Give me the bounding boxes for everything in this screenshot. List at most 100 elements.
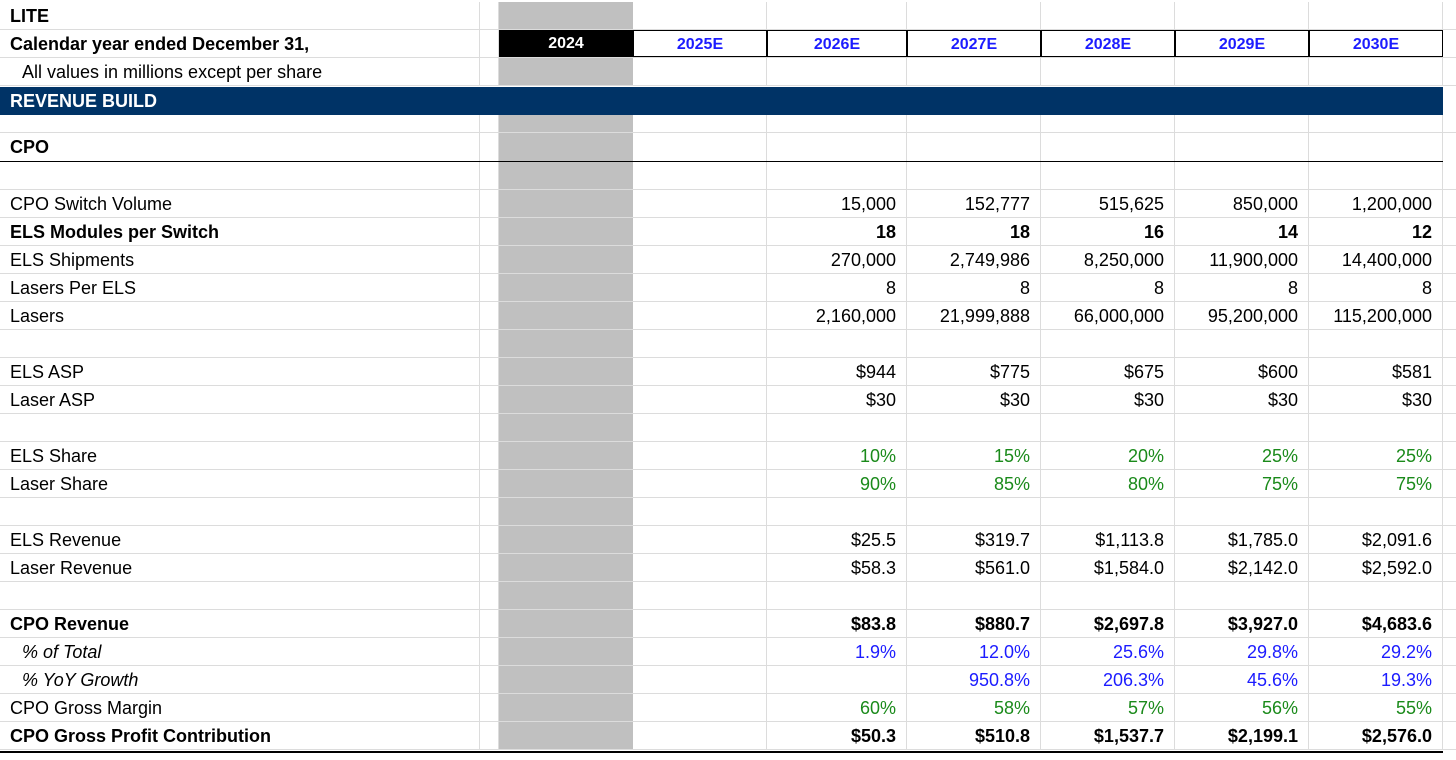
value-cell[interactable]: 25% xyxy=(1309,442,1443,469)
section-banner[interactable]: REVENUE BUILD xyxy=(0,87,1443,115)
empty-cell[interactable] xyxy=(1443,610,1456,637)
empty-cell[interactable] xyxy=(1041,2,1175,29)
value-cell[interactable]: $30 xyxy=(907,386,1041,413)
value-cell[interactable]: $30 xyxy=(1041,386,1175,413)
empty-cell[interactable] xyxy=(1309,162,1443,189)
empty-cell[interactable] xyxy=(480,498,499,525)
year-header-2027e[interactable]: 2027E xyxy=(907,30,1041,57)
empty-cell[interactable] xyxy=(1041,162,1175,189)
value-cell[interactable]: 11,900,000 xyxy=(1175,246,1309,273)
value-cell[interactable]: 58% xyxy=(907,694,1041,721)
value-cell[interactable] xyxy=(633,274,767,301)
value-cell[interactable] xyxy=(1175,414,1309,441)
shaded-cell[interactable] xyxy=(499,115,633,132)
value-cell[interactable]: 18 xyxy=(767,218,907,245)
row-label-cell[interactable] xyxy=(0,330,480,357)
value-cell[interactable] xyxy=(1309,414,1443,441)
row-label-cell[interactable]: Laser ASP xyxy=(0,386,480,413)
shaded-cell[interactable] xyxy=(499,442,633,469)
value-cell[interactable] xyxy=(1041,330,1175,357)
value-cell[interactable] xyxy=(633,218,767,245)
empty-cell[interactable] xyxy=(480,610,499,637)
value-cell[interactable] xyxy=(1175,582,1309,609)
row-label-cell[interactable]: ELS Revenue xyxy=(0,526,480,553)
value-cell[interactable] xyxy=(633,330,767,357)
value-cell[interactable] xyxy=(633,526,767,553)
empty-cell[interactable] xyxy=(1443,498,1456,525)
value-cell[interactable]: $50.3 xyxy=(767,722,907,749)
value-cell[interactable]: $2,091.6 xyxy=(1309,526,1443,553)
value-cell[interactable]: $319.7 xyxy=(907,526,1041,553)
empty-cell[interactable] xyxy=(767,58,907,85)
empty-cell[interactable] xyxy=(1443,694,1456,721)
value-cell[interactable]: 1.9% xyxy=(767,638,907,665)
empty-cell[interactable] xyxy=(480,722,499,749)
empty-cell[interactable] xyxy=(633,2,767,29)
value-cell[interactable]: 16 xyxy=(1041,218,1175,245)
shaded-cell[interactable] xyxy=(499,246,633,273)
value-cell[interactable]: 206.3% xyxy=(1041,666,1175,693)
row-label-cell[interactable] xyxy=(0,414,480,441)
value-cell[interactable]: $1,537.7 xyxy=(1041,722,1175,749)
value-cell[interactable]: $775 xyxy=(907,358,1041,385)
value-cell[interactable]: $2,576.0 xyxy=(1309,722,1443,749)
empty-cell[interactable] xyxy=(480,582,499,609)
empty-cell[interactable] xyxy=(480,218,499,245)
value-cell[interactable]: $581 xyxy=(1309,358,1443,385)
value-cell[interactable] xyxy=(907,414,1041,441)
value-cell[interactable] xyxy=(633,470,767,497)
value-cell[interactable]: 66,000,000 xyxy=(1041,302,1175,329)
value-cell[interactable] xyxy=(907,582,1041,609)
value-cell[interactable]: 85% xyxy=(907,470,1041,497)
empty-cell[interactable] xyxy=(767,2,907,29)
value-cell[interactable] xyxy=(1309,582,1443,609)
empty-cell[interactable] xyxy=(1443,470,1456,497)
shaded-cell[interactable] xyxy=(499,498,633,525)
value-cell[interactable]: $561.0 xyxy=(907,554,1041,581)
group-title[interactable]: CPO xyxy=(0,133,480,161)
empty-cell[interactable] xyxy=(1443,554,1456,581)
empty-cell[interactable] xyxy=(907,162,1041,189)
value-cell[interactable] xyxy=(1041,498,1175,525)
value-cell[interactable] xyxy=(767,498,907,525)
empty-cell[interactable] xyxy=(1443,386,1456,413)
value-cell[interactable]: 21,999,888 xyxy=(907,302,1041,329)
empty-cell[interactable] xyxy=(767,115,907,132)
value-cell[interactable]: 56% xyxy=(1175,694,1309,721)
value-cell[interactable]: 25.6% xyxy=(1041,638,1175,665)
value-cell[interactable] xyxy=(767,414,907,441)
value-cell[interactable] xyxy=(633,190,767,217)
year-header-2029e[interactable]: 2029E xyxy=(1175,30,1309,57)
empty-cell[interactable] xyxy=(480,133,499,161)
row-label-cell[interactable]: Laser Revenue xyxy=(0,554,480,581)
value-cell[interactable]: 8 xyxy=(767,274,907,301)
value-cell[interactable]: $1,584.0 xyxy=(1041,554,1175,581)
shaded-cell[interactable] xyxy=(499,386,633,413)
empty-cell[interactable] xyxy=(1309,58,1443,85)
empty-cell[interactable] xyxy=(1443,414,1456,441)
value-cell[interactable]: 15,000 xyxy=(767,190,907,217)
value-cell[interactable]: 29.2% xyxy=(1309,638,1443,665)
value-cell[interactable]: 152,777 xyxy=(907,190,1041,217)
empty-cell[interactable] xyxy=(633,162,767,189)
value-cell[interactable]: 10% xyxy=(767,442,907,469)
subtitle-cell[interactable]: Calendar year ended December 31, xyxy=(0,30,480,57)
shaded-cell[interactable] xyxy=(499,638,633,665)
value-cell[interactable] xyxy=(633,498,767,525)
value-cell[interactable]: 20% xyxy=(1041,442,1175,469)
row-label-cell[interactable]: ELS Share xyxy=(0,442,480,469)
value-cell[interactable]: 2,160,000 xyxy=(767,302,907,329)
empty-cell[interactable] xyxy=(1175,162,1309,189)
row-label-cell[interactable]: ELS ASP xyxy=(0,358,480,385)
empty-cell[interactable] xyxy=(1443,246,1456,273)
row-label-cell[interactable]: Lasers xyxy=(0,302,480,329)
shaded-cell[interactable] xyxy=(499,58,633,85)
value-cell[interactable] xyxy=(633,694,767,721)
value-cell[interactable]: 29.8% xyxy=(1175,638,1309,665)
row-label-cell[interactable]: CPO Gross Profit Contribution xyxy=(0,722,480,749)
value-cell[interactable] xyxy=(633,246,767,273)
empty-cell[interactable] xyxy=(480,330,499,357)
empty-cell[interactable] xyxy=(1443,638,1456,665)
empty-cell[interactable] xyxy=(480,302,499,329)
empty-cell[interactable] xyxy=(480,358,499,385)
